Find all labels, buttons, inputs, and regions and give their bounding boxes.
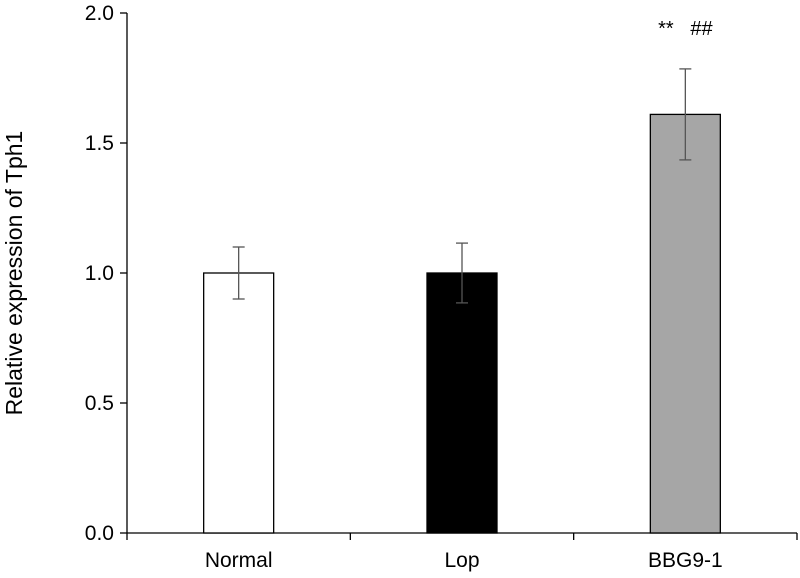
y-tick-label: 2.0 — [85, 2, 114, 25]
error-bars — [232, 68, 692, 304]
x-tick-label: Lop — [444, 549, 479, 572]
bar — [649, 113, 721, 534]
bar — [203, 272, 275, 534]
annotations: ** ## — [658, 18, 713, 40]
x-tick-label: BBG9-1 — [648, 549, 723, 572]
x-tick-label: Normal — [205, 549, 273, 572]
bar — [426, 272, 498, 534]
significance-label: ** ## — [658, 18, 713, 40]
x-axis: Normal Lop BBG9-1 — [126, 532, 798, 572]
y-tick-label: 1.0 — [85, 262, 114, 285]
y-tick-label: 1.5 — [85, 132, 114, 155]
y-tick-label: 0.5 — [85, 392, 114, 415]
y-tick-label: 0.0 — [85, 522, 114, 545]
y-axis-title: Relative expression of Tph1 — [1, 131, 27, 416]
y-axis: 0.0 0.5 1.0 1.5 2.0 — [85, 2, 128, 545]
bars — [203, 113, 721, 534]
